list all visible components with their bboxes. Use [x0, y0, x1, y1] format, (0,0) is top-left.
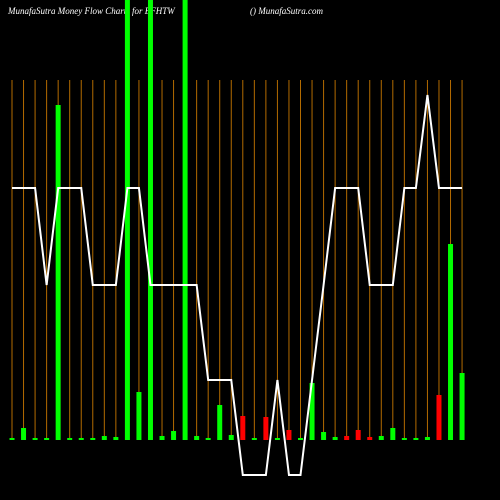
bar [113, 437, 119, 440]
bar [44, 438, 50, 440]
bar [321, 432, 327, 440]
bar [332, 437, 338, 440]
bar [355, 430, 361, 440]
bar [263, 417, 269, 440]
bar [90, 438, 96, 440]
bar [390, 428, 396, 440]
bar [413, 438, 419, 440]
bar [309, 383, 315, 440]
bar [459, 373, 465, 440]
bar [274, 438, 280, 440]
chart-title: MunafaSutra Money Flow Charts for EFHTW [7, 6, 176, 16]
bar [171, 431, 177, 440]
bar [55, 105, 61, 440]
bar [124, 0, 130, 440]
bar [448, 244, 454, 440]
bar [240, 416, 246, 440]
bar [286, 430, 292, 440]
bar [182, 0, 188, 440]
bar [228, 435, 234, 440]
bar [9, 438, 15, 440]
bar [194, 436, 200, 440]
bar [32, 438, 38, 440]
bar [436, 395, 442, 440]
bar [101, 436, 107, 440]
bar [401, 438, 407, 440]
bar [424, 437, 430, 440]
bar [251, 438, 257, 440]
chart-subtitle: () MunafaSutra.com [250, 6, 323, 16]
line [12, 94, 463, 476]
bar [159, 436, 165, 440]
bar [367, 437, 373, 440]
bar [21, 428, 27, 440]
bar [378, 436, 384, 440]
bar [147, 0, 153, 440]
bar [205, 438, 211, 440]
bar [67, 438, 73, 440]
bar [78, 438, 84, 440]
bar [298, 438, 303, 440]
bar [217, 405, 223, 440]
bar [344, 436, 350, 440]
bar [136, 392, 142, 440]
